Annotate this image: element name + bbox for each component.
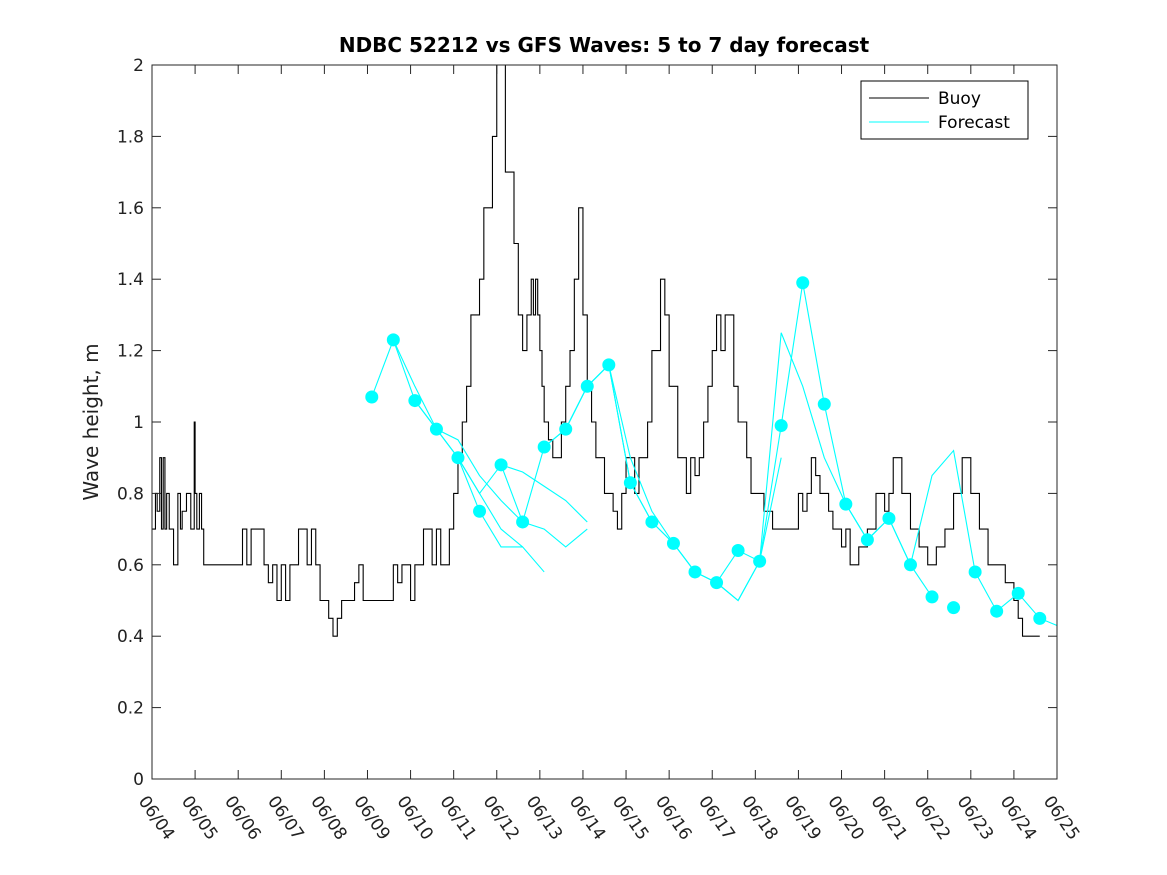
y-axis-label: Wave height, m <box>79 343 103 500</box>
y-tick-label: 1.4 <box>117 270 144 290</box>
forecast-marker <box>947 601 961 615</box>
forecast-marker <box>710 576 724 590</box>
forecast-marker <box>494 458 508 472</box>
y-tick-label: 0 <box>133 770 144 790</box>
forecast-line-3 <box>414 400 588 548</box>
forecast-marker <box>645 515 659 529</box>
y-tick-label: 1.2 <box>117 342 144 362</box>
forecast-marker <box>451 451 465 465</box>
legend-buoy-label: Buoy <box>938 89 981 109</box>
y-tick-label: 0.2 <box>117 699 144 719</box>
forecast-marker <box>753 554 767 568</box>
y-tick-label: 1.8 <box>117 127 144 147</box>
forecast-marker <box>1011 586 1025 600</box>
forecast-marker <box>1033 611 1047 625</box>
forecast-marker <box>623 476 637 490</box>
forecast-marker <box>968 565 982 579</box>
legend-forecast-label: Forecast <box>938 113 1010 133</box>
forecast-marker <box>516 515 530 529</box>
y-tick-label: 2 <box>133 56 144 76</box>
forecast-marker <box>839 497 853 511</box>
forecast-marker <box>429 422 443 436</box>
forecast-marker <box>666 536 680 550</box>
forecast-marker <box>925 590 939 604</box>
forecast-marker <box>860 533 874 547</box>
y-tick-label: 1 <box>133 413 144 433</box>
forecast-marker <box>731 544 745 558</box>
plot-area <box>152 64 1058 637</box>
legend: Buoy Forecast <box>860 80 1029 140</box>
forecast-marker <box>473 504 487 518</box>
forecast-marker <box>688 565 702 579</box>
forecast-marker <box>903 558 917 572</box>
forecast-marker <box>408 394 422 408</box>
forecast-marker <box>580 379 594 393</box>
forecast-marker <box>559 422 573 436</box>
y-tick-label: 0.8 <box>117 484 144 504</box>
buoy-series-line <box>152 64 1040 637</box>
forecast-marker <box>990 604 1004 618</box>
forecast-marker <box>796 276 810 290</box>
y-tick-label: 0.4 <box>117 627 144 647</box>
chart-title: NDBC 52212 vs GFS Waves: 5 to 7 day fore… <box>339 33 870 57</box>
forecast-marker <box>817 397 831 411</box>
forecast-line-4 <box>457 457 588 523</box>
forecast-marker <box>365 390 379 404</box>
legend-box <box>860 80 1029 140</box>
forecast-marker <box>882 511 896 525</box>
forecast-marker <box>537 440 551 454</box>
y-tick-label: 1.6 <box>117 199 144 219</box>
forecast-marker <box>602 358 616 372</box>
forecast-marker <box>774 419 788 433</box>
y-tick-label: 0.6 <box>117 556 144 576</box>
forecast-marker <box>386 333 400 347</box>
